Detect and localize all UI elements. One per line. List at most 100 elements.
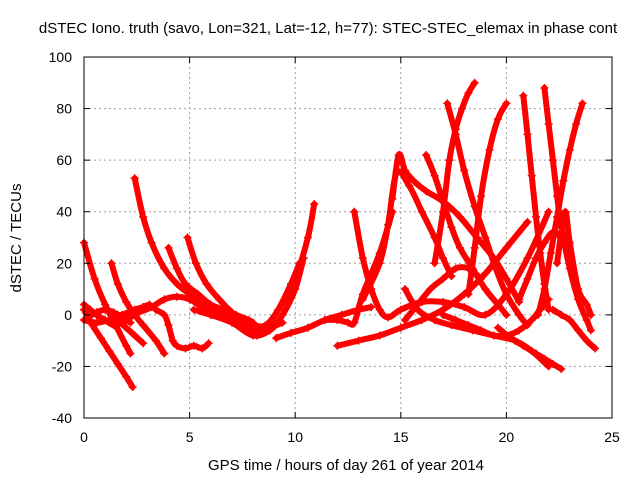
y-tick-label: -20 xyxy=(52,358,72,374)
data-point-marker xyxy=(439,274,448,283)
tick-labels: 0 5 10 15 20 25 -40 -20 0 20 40 60 80 100 xyxy=(49,49,620,445)
data-point-marker xyxy=(426,285,435,294)
data-point-marker xyxy=(445,156,454,165)
x-tick-label: 10 xyxy=(287,429,303,445)
series-pass-32 xyxy=(493,323,566,374)
data-point-marker xyxy=(401,285,410,294)
data-point-marker xyxy=(455,212,464,221)
data-point-marker xyxy=(236,316,245,325)
data-point-marker xyxy=(515,310,524,319)
y-tick-label: 60 xyxy=(56,152,72,168)
data-point-marker xyxy=(107,259,116,268)
data-point-marker xyxy=(489,331,498,340)
data-point-marker xyxy=(384,313,393,322)
data-point-marker xyxy=(447,223,456,232)
data-point-marker xyxy=(559,176,568,185)
data-point-marker xyxy=(460,166,469,175)
data-point-marker xyxy=(160,349,169,358)
data-point-marker xyxy=(506,334,515,343)
data-point-marker xyxy=(168,336,177,345)
series-pass-34 xyxy=(548,305,600,353)
data-point-marker xyxy=(451,130,460,139)
data-point-marker xyxy=(375,305,384,314)
data-point-marker xyxy=(470,243,479,252)
data-point-marker xyxy=(164,321,173,330)
data-point-marker xyxy=(572,120,581,129)
data-point-marker xyxy=(405,181,414,190)
data-point-marker xyxy=(527,171,536,180)
data-point-marker xyxy=(409,176,418,185)
data-point-marker xyxy=(286,279,295,288)
data-point-marker xyxy=(531,212,540,221)
data-point-marker xyxy=(96,334,105,343)
data-point-marker xyxy=(481,233,490,242)
data-point-marker xyxy=(553,212,562,221)
series-pass-35 xyxy=(515,228,566,304)
data-point-marker xyxy=(540,238,549,247)
data-point-marker xyxy=(181,279,190,288)
data-point-marker xyxy=(227,308,236,317)
data-point-marker xyxy=(481,310,490,319)
data-point-marker xyxy=(113,279,122,288)
series-pass-33 xyxy=(553,207,595,319)
data-point-marker xyxy=(206,310,215,319)
data-point-marker xyxy=(477,192,486,201)
data-point-marker xyxy=(248,321,257,330)
data-point-marker xyxy=(396,323,405,332)
data-point-marker xyxy=(523,218,532,227)
data-point-marker xyxy=(286,328,295,337)
data-point-marker xyxy=(439,254,448,263)
y-tick-label: 80 xyxy=(56,101,72,117)
y-tick-label: 100 xyxy=(49,49,73,65)
series-pass-27 xyxy=(464,99,511,299)
data-point-marker xyxy=(367,303,376,312)
data-point-marker xyxy=(527,316,536,325)
data-point-marker xyxy=(248,328,257,337)
data-point-marker xyxy=(354,336,363,345)
data-point-marker xyxy=(101,305,110,314)
data-point-marker xyxy=(113,359,122,368)
data-point-marker xyxy=(202,279,211,288)
chart-title: dSTEC Iono. truth (savo, Lon=321, Lat=-1… xyxy=(39,20,618,37)
data-point-marker xyxy=(493,300,502,309)
data-point-marker xyxy=(534,310,543,319)
data-point-marker xyxy=(320,316,329,325)
y-tick-label: -40 xyxy=(52,410,72,426)
series-pass-31 xyxy=(534,99,587,319)
data-point-marker xyxy=(401,316,410,325)
data-point-marker xyxy=(160,310,169,319)
data-point-marker xyxy=(92,318,101,327)
data-point-marker xyxy=(375,259,384,268)
data-point-marker xyxy=(147,303,156,312)
data-point-marker xyxy=(204,339,213,348)
data-point-marker xyxy=(303,233,312,242)
data-point-marker xyxy=(295,259,304,268)
data-point-marker xyxy=(333,341,342,350)
data-point-marker xyxy=(548,228,557,237)
data-point-marker xyxy=(113,310,122,319)
data-point-marker xyxy=(194,290,203,299)
data-point-marker xyxy=(122,372,131,381)
data-point-marker xyxy=(375,331,384,340)
series-pass-15 xyxy=(236,259,304,337)
data-point-marker xyxy=(291,285,300,294)
data-point-marker xyxy=(394,150,403,159)
data-point-marker xyxy=(586,326,595,335)
data-point-marker xyxy=(139,339,148,348)
data-point-marker xyxy=(557,233,566,242)
data-point-marker xyxy=(172,292,181,301)
data-point-marker xyxy=(586,310,595,319)
data-point-marker xyxy=(396,305,405,314)
data-point-marker xyxy=(540,83,549,92)
data-point-marker xyxy=(299,254,308,263)
data-point-marker xyxy=(523,254,532,263)
data-point-marker xyxy=(227,318,236,327)
data-point-marker xyxy=(278,310,287,319)
data-point-marker xyxy=(553,259,562,268)
data-point-marker xyxy=(272,334,281,343)
data-point-marker xyxy=(139,212,148,221)
data-point-marker xyxy=(464,290,473,299)
data-point-marker xyxy=(493,114,502,123)
x-axis-title: GPS time / hours of day 261 of year 2014 xyxy=(208,457,484,474)
